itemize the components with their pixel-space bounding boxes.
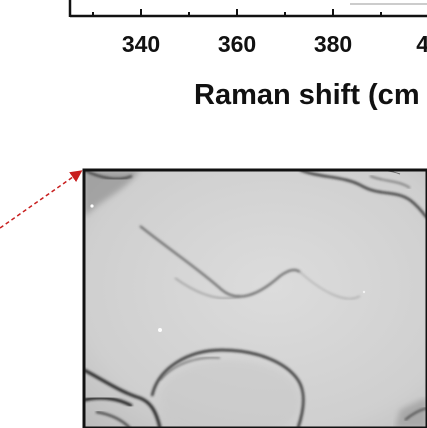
micrograph-image: [84, 170, 427, 428]
raman-plot: 340 360 380 40 Raman shift (cm: [68, 0, 427, 111]
x-tick-label: 340: [122, 31, 160, 57]
x-tick-label: 40: [416, 31, 427, 57]
x-axis-tick-labels: 340 360 380 40: [122, 31, 427, 57]
micrograph-frame: [82, 168, 427, 428]
x-tick-label: 360: [218, 31, 256, 57]
x-axis-title: Raman shift (cm: [194, 79, 420, 111]
pointer-arrow: [0, 170, 83, 229]
x-tick-label: 380: [314, 31, 352, 57]
x-axis-ticks: [92, 9, 382, 16]
